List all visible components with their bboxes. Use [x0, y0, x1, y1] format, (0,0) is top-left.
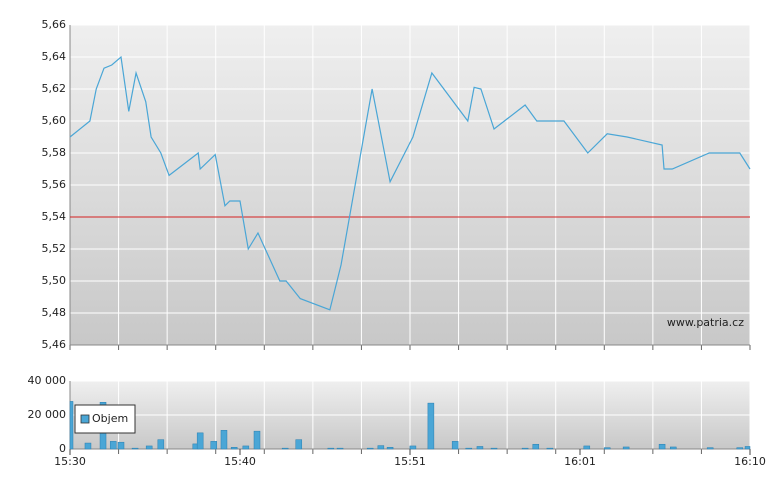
volume-bar: [546, 447, 554, 450]
volume-bar: [253, 430, 261, 450]
volume-bar: [230, 447, 238, 450]
price-line: [69, 55, 751, 311]
volume-bar: [377, 445, 385, 450]
y-tick-label: 0: [59, 442, 66, 455]
x-tick-label: 15:40: [224, 455, 256, 468]
y-tick-label: 5,46: [42, 338, 67, 351]
volume-bar: [658, 443, 666, 450]
y-tick-label: 5,48: [42, 306, 67, 319]
volume-bar: [327, 447, 335, 450]
y-tick-label: 5,50: [42, 274, 67, 287]
volume-bar: [84, 442, 92, 450]
volume-bar: [220, 430, 228, 450]
y-tick-label: 5,52: [42, 242, 67, 255]
volume-bar: [366, 447, 374, 450]
volume-bar: [736, 447, 744, 450]
y-tick-label: 5,58: [42, 146, 67, 159]
volume-bar: [117, 441, 125, 450]
y-tick-label: 20 000: [28, 408, 67, 421]
volume-bar: [281, 447, 289, 450]
volume-bar: [490, 447, 498, 450]
x-tick-label: 16:01: [564, 455, 596, 468]
volume-bar: [603, 447, 611, 450]
volume-bar: [583, 445, 591, 450]
volume-bar: [744, 446, 751, 450]
x-tick-label: 15:30: [54, 455, 86, 468]
watermark: www.patria.cz: [667, 316, 744, 329]
legend-swatch: [80, 414, 90, 424]
volume-bar: [69, 401, 74, 450]
y-tick-label: 5,54: [42, 210, 67, 223]
volume-bar: [706, 447, 714, 450]
legend-label: Objem: [92, 412, 128, 425]
y-tick-label: 5,66: [42, 18, 67, 31]
volume-bar: [465, 447, 473, 450]
volume-bar: [242, 445, 250, 450]
volume-bar: [521, 447, 529, 450]
volume-bar: [157, 439, 165, 450]
volume-bar: [196, 432, 204, 450]
volume-bar: [532, 443, 540, 450]
volume-bar: [131, 447, 139, 450]
volume-bar: [670, 446, 677, 450]
y-tick-label: 5,60: [42, 114, 67, 127]
y-tick-label: 5,56: [42, 178, 67, 191]
volume-bar: [210, 441, 218, 450]
y-tick-label: 5,64: [42, 50, 67, 63]
volume-bar: [409, 445, 417, 450]
x-tick-label: 16:10: [734, 455, 766, 468]
volume-bar: [451, 441, 459, 450]
x-tick-label: 15:51: [394, 455, 426, 468]
y-tick-label: 5,62: [42, 82, 67, 95]
volume-bar: [622, 446, 630, 450]
volume-bar: [145, 445, 153, 450]
volume-bar: [386, 447, 394, 450]
volume-bar: [295, 439, 303, 450]
volume-bar: [336, 447, 344, 450]
volume-bar: [427, 402, 435, 450]
volume-bar: [476, 446, 484, 450]
y-tick-label: 40 000: [28, 374, 67, 387]
volume-bar: [109, 441, 117, 450]
